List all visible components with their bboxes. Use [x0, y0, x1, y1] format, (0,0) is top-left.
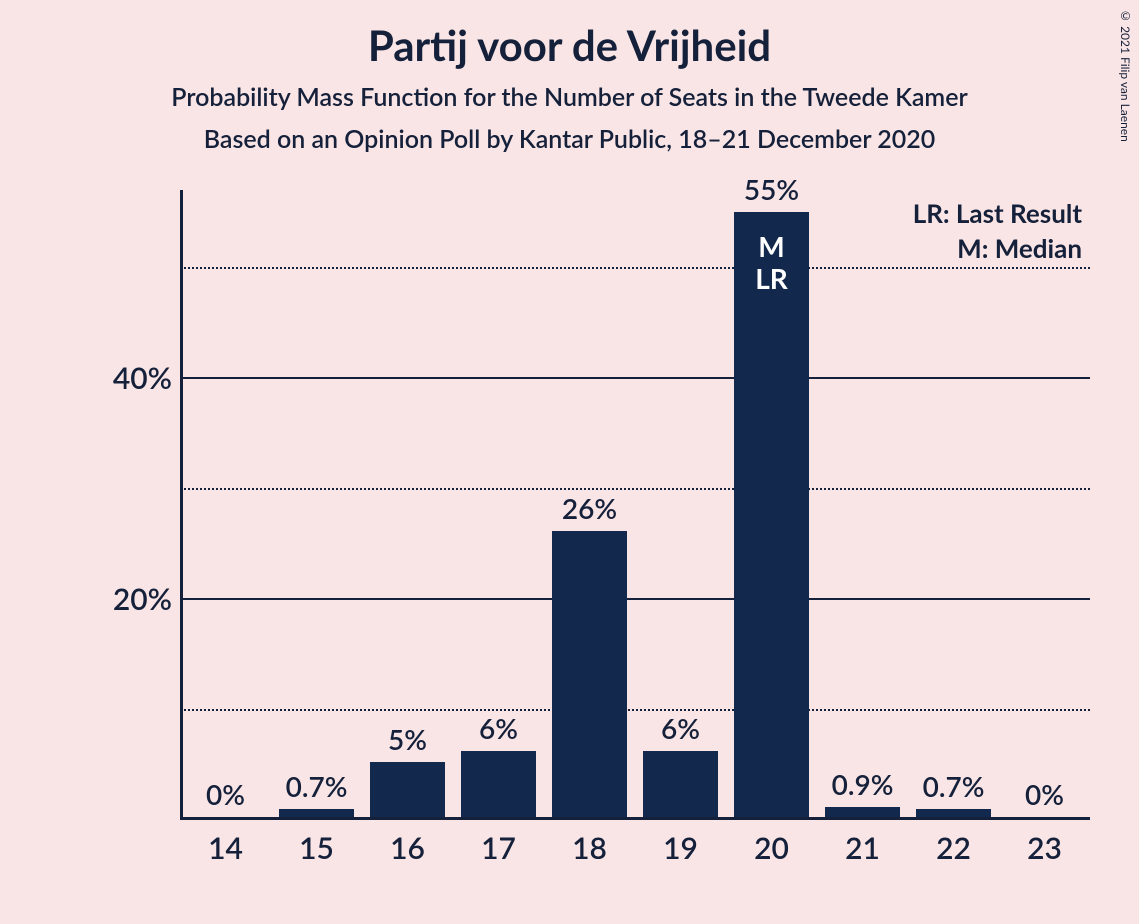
bar — [552, 531, 627, 817]
bar — [825, 807, 900, 817]
x-tick-label: 14 — [208, 830, 243, 866]
bar-value-label: 6% — [479, 711, 518, 745]
bar-value-label: 0.7% — [286, 769, 348, 803]
bar-value-label: 0% — [206, 777, 245, 811]
bar-value-label: 55% — [744, 172, 799, 206]
titles-block: Partij voor de Vrijheid Probability Mass… — [0, 0, 1139, 154]
y-tick-label: 20% — [113, 581, 172, 617]
chart-subtitle-1: Probability Mass Function for the Number… — [0, 82, 1139, 112]
chart-area: LR: Last Result M: Median 20% 40% 0% 0.7% 5%… — [70, 190, 1090, 890]
bar — [279, 809, 354, 817]
x-axis-line — [180, 817, 1090, 820]
bar-marker: MLR — [755, 230, 788, 294]
copyright-text: © 2021 Filip van Laenen — [1118, 8, 1133, 142]
x-tick-label: 20 — [754, 830, 789, 866]
grid-minor — [180, 488, 1090, 490]
x-tick-label: 16 — [390, 830, 425, 866]
x-tick-label: 19 — [663, 830, 698, 866]
x-tick-label: 18 — [572, 830, 607, 866]
x-tick-label: 22 — [936, 830, 971, 866]
bar — [461, 751, 536, 817]
bar-value-label: 26% — [562, 491, 617, 525]
x-tick-label: 17 — [481, 830, 516, 866]
bar-value-label: 0.7% — [923, 769, 985, 803]
grid-minor — [180, 267, 1090, 269]
bar-value-label: 5% — [388, 722, 427, 756]
bar-value-label: 6% — [661, 711, 700, 745]
grid-major — [180, 377, 1090, 379]
bar: MLR — [734, 212, 809, 817]
grid-minor — [180, 709, 1090, 711]
plot-area: LR: Last Result M: Median 20%40%0%0.7%5%… — [180, 190, 1090, 820]
bar — [370, 762, 445, 817]
x-tick-label: 15 — [299, 830, 334, 866]
x-tick-label: 21 — [845, 830, 880, 866]
bar — [916, 809, 991, 817]
grid-major — [180, 598, 1090, 600]
legend-m: M: Median — [913, 231, 1082, 266]
legend: LR: Last Result M: Median — [913, 196, 1082, 266]
y-tick-label: 40% — [113, 360, 172, 396]
chart-subtitle-2: Based on an Opinion Poll by Kantar Publi… — [0, 124, 1139, 154]
bar — [643, 751, 718, 817]
bar-value-label: 0.9% — [832, 767, 894, 801]
chart-title: Partij voor de Vrijheid — [0, 20, 1139, 70]
y-axis-line — [180, 190, 183, 820]
legend-lr: LR: Last Result — [913, 196, 1082, 231]
bar-value-label: 0% — [1025, 777, 1064, 811]
x-tick-label: 23 — [1027, 830, 1062, 866]
